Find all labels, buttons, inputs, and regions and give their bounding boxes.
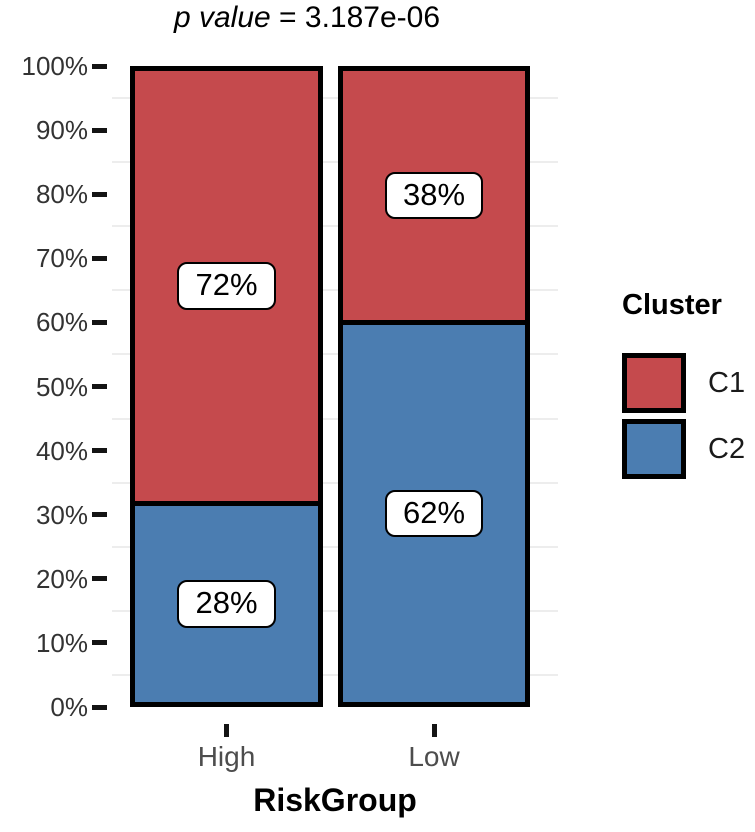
y-axis-tick <box>92 576 107 582</box>
y-axis-tick-label: 40% <box>35 435 88 466</box>
y-axis-tick <box>92 704 107 710</box>
segment-divider <box>343 320 525 326</box>
y-axis-tick <box>92 127 107 133</box>
value-label: 62% <box>384 489 484 538</box>
x-axis-title: RiskGroup <box>253 782 417 818</box>
x-axis-tick <box>224 724 229 737</box>
y-axis-tick <box>92 640 107 646</box>
minor-gridline <box>112 417 558 420</box>
legend-label-c2: C2 <box>708 432 746 465</box>
chart-title-value: = 3.187e-06 <box>270 1 441 34</box>
bar-high: 72% 28% <box>130 66 323 707</box>
plot-panel: 72% 28% 38% 62% <box>112 66 558 707</box>
y-axis-tick-label: 50% <box>35 371 88 402</box>
legend-item-c2: C2 <box>622 419 745 479</box>
legend-swatch-c2 <box>622 419 686 479</box>
y-axis-tick <box>92 512 107 518</box>
segment-c2-high: 28% <box>135 505 318 702</box>
y-axis-tick-label: 0% <box>50 692 88 722</box>
minor-gridline <box>112 609 558 612</box>
minor-gridline <box>112 481 558 484</box>
minor-gridline <box>112 673 558 676</box>
minor-gridline <box>112 545 558 548</box>
chart-title: p value = 3.187e-06 <box>0 1 614 35</box>
y-axis-tick-label: 100% <box>21 51 89 81</box>
y-axis-tick <box>92 319 107 325</box>
segment-c1-low: 38% <box>343 71 525 321</box>
y-axis-tick <box>92 63 107 69</box>
value-label: 72% <box>177 262 276 310</box>
minor-gridline <box>112 225 558 228</box>
minor-gridline <box>112 353 558 356</box>
y-axis-tick-label: 20% <box>35 563 88 594</box>
value-label: 38% <box>384 171 484 220</box>
chart-title-pvalue-italic: p value <box>173 1 271 34</box>
legend-items: C1 C2 <box>622 353 745 479</box>
value-label: 28% <box>177 580 276 628</box>
y-axis-tick <box>92 255 107 261</box>
y-axis-tick-label: 80% <box>35 179 88 210</box>
segment-c2-low: 62% <box>343 325 525 702</box>
legend-swatch-c1 <box>622 353 686 413</box>
x-axis-tick-label-low: Low <box>408 741 460 772</box>
y-axis-tick <box>92 191 107 197</box>
y-axis-tick <box>92 448 107 454</box>
segment-divider <box>135 500 318 506</box>
x-axis-tick <box>431 724 437 737</box>
y-axis-tick-label: 10% <box>35 627 88 658</box>
legend-label-c1: C1 <box>708 366 746 399</box>
y-axis-tick-label: 30% <box>35 499 88 530</box>
bar-low: 38% 62% <box>338 66 530 707</box>
legend: Cluster C1 C2 <box>622 289 745 479</box>
y-axis-tick-label: 60% <box>35 307 88 338</box>
y-axis-tick-label: 70% <box>35 243 88 274</box>
legend-item-c1: C1 <box>622 353 745 413</box>
y-axis-tick <box>92 384 107 389</box>
legend-title: Cluster <box>622 289 722 321</box>
minor-gridline <box>112 97 558 100</box>
segment-c1-high: 72% <box>135 71 318 501</box>
minor-gridline <box>112 289 558 292</box>
minor-gridline <box>112 161 558 164</box>
x-axis-tick-label-high: High <box>197 741 256 772</box>
y-axis-tick-label: 90% <box>35 115 88 146</box>
